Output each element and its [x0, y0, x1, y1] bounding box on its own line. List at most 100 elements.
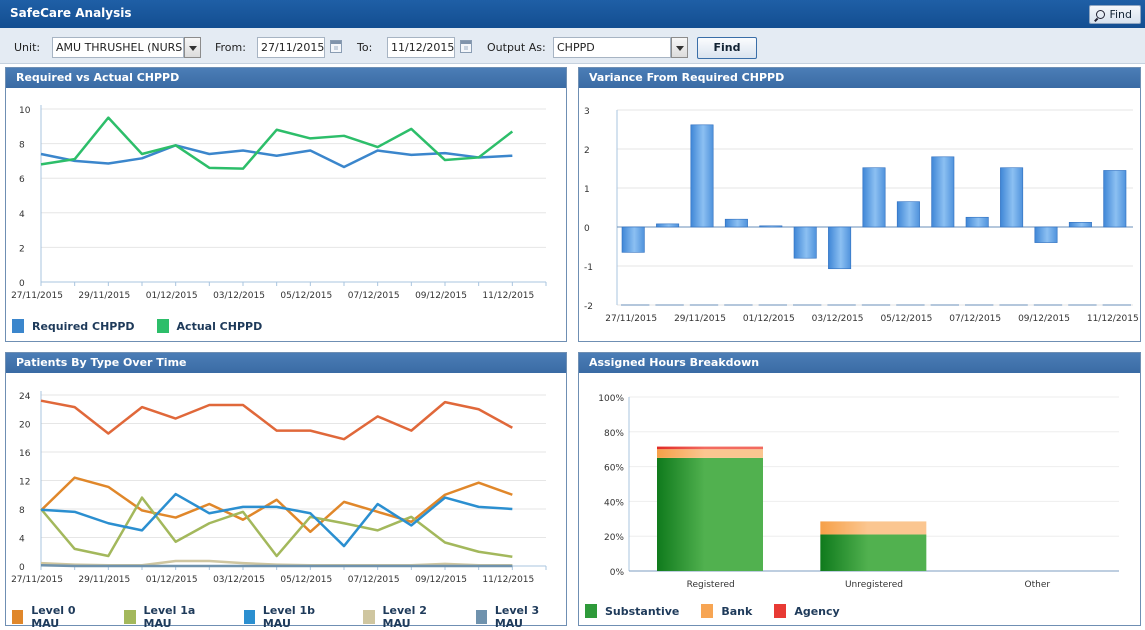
patients-by-type-chart: 0 4 8 12 16 20 24 27/11/2015 29/11/2015 01/12/201…	[11, 391, 547, 585]
variance-bar	[724, 218, 748, 228]
y-tick-label: 0%	[610, 568, 625, 578]
filter-toolbar: Unit: AMU THRUSHEL (NURSING From: 27/11/…	[0, 28, 1145, 64]
x-tick-label: Registered	[687, 580, 735, 590]
unit-dropdown-button[interactable]	[184, 37, 201, 58]
output-dropdown-button[interactable]	[671, 37, 688, 58]
variance-bar	[1068, 222, 1092, 228]
variance-bar	[759, 225, 783, 228]
panel-title: Patients By Type Over Time	[6, 353, 566, 373]
legend-item: Substantive	[585, 604, 679, 618]
variance-bar	[931, 156, 955, 228]
legend-label: Bank	[721, 604, 753, 618]
unit-label: Unit:	[14, 41, 41, 54]
legend-swatch	[243, 610, 255, 624]
y-tick-label: 4	[19, 210, 25, 220]
y-tick-label: 40%	[604, 498, 624, 508]
y-tick-label: 10	[19, 106, 31, 116]
find-top-label: Find	[1109, 8, 1132, 21]
legend: Substantive Bank Agency	[585, 604, 840, 618]
output-label: Output As:	[487, 41, 546, 54]
series-line	[40, 476, 513, 534]
variance-bar	[1034, 226, 1058, 243]
legend-item: Level 1a MAU	[124, 604, 221, 630]
y-tick-label: -2	[584, 302, 593, 312]
variance-bar	[690, 124, 714, 228]
y-tick-label: 8	[19, 506, 25, 516]
series-line	[40, 496, 513, 558]
variance-bar	[1000, 167, 1024, 228]
series-line	[40, 564, 513, 568]
y-tick-label: 0	[19, 279, 25, 289]
x-tick-label: 09/12/2015	[1018, 314, 1070, 324]
legend: Required CHPPD Actual CHPPD	[12, 319, 262, 333]
to-calendar-icon[interactable]	[460, 40, 472, 53]
y-tick-label: 3	[584, 107, 590, 117]
legend-item: Level 0 MAU	[12, 604, 102, 630]
find-top-button[interactable]: Find	[1089, 5, 1141, 24]
magnifier-icon	[1096, 10, 1106, 19]
variance-bar	[862, 167, 886, 228]
x-tick-label: 05/12/2015	[280, 575, 332, 585]
stacked-bar-segment	[657, 449, 763, 458]
find-button[interactable]: Find	[697, 37, 757, 59]
series-line	[40, 559, 513, 567]
variance-bar	[828, 226, 852, 270]
x-tick-label: 27/11/2015	[11, 291, 63, 301]
y-tick-label: 60%	[604, 464, 624, 474]
legend-swatch	[363, 610, 375, 624]
legend-swatch	[124, 610, 136, 624]
variance-bar	[896, 201, 920, 228]
x-tick-label: 07/12/2015	[949, 314, 1001, 324]
variance-chart: -2 -1 0 1 2 3 27/11/2015 29/11/2015 01/12/2015 03…	[584, 107, 1139, 324]
x-tick-label: 09/12/2015	[415, 291, 467, 301]
stacked-bar-segment	[657, 457, 763, 571]
legend-label: Level 3 MAU	[494, 604, 540, 630]
x-tick-label: 05/12/2015	[280, 291, 332, 301]
x-tick-label: 03/12/2015	[213, 291, 265, 301]
unit-select[interactable]: AMU THRUSHEL (NURSING	[52, 37, 184, 58]
legend-swatch	[475, 610, 487, 624]
x-tick-label: 07/12/2015	[348, 291, 400, 301]
legend-label: Level 0 MAU	[31, 604, 76, 630]
legend-swatch	[774, 604, 787, 618]
variance-bar	[621, 226, 645, 253]
stacked-bar-segment	[657, 446, 763, 450]
panel-assigned-hours: Assigned Hours Breakdown 0% 20% 40% 60% 80% 1…	[578, 352, 1141, 626]
legend-swatch	[156, 319, 169, 333]
y-tick-label: -1	[584, 263, 593, 273]
legend-item: Required CHPPD	[12, 319, 135, 333]
x-tick-label: 03/12/2015	[213, 575, 265, 585]
y-tick-label: 12	[19, 478, 30, 488]
legend-label: Actual CHPPD	[176, 319, 263, 333]
panel-variance: Variance From Required CHPPD -2 -1 0 1 2 3 27/…	[578, 67, 1141, 342]
panel-patients-by-type: Patients By Type Over Time 0 4 8 12 16 20 24 27…	[5, 352, 567, 630]
from-calendar-icon[interactable]	[330, 40, 342, 53]
legend-label: Substantive	[605, 604, 680, 618]
x-tick-label: 29/11/2015	[78, 575, 130, 585]
variance-bar	[656, 223, 680, 228]
legend-label: Required CHPPD	[32, 319, 135, 333]
x-tick-label: 11/12/2015	[482, 291, 534, 301]
legend-item: Level 2 MAU	[363, 604, 453, 630]
stacked-bar-segment	[820, 521, 927, 535]
x-tick-label: Unregistered	[845, 580, 903, 590]
series-line	[40, 116, 514, 170]
legend-item: Bank	[701, 604, 752, 618]
y-tick-label: 2	[19, 244, 25, 254]
x-tick-label: 01/12/2015	[146, 291, 198, 301]
x-tick-label: 27/11/2015	[605, 314, 657, 324]
required-vs-actual-chart: 0 2 4 6 8 10 27/11/2015 29/11/2015 01/12/2015 03/…	[11, 105, 547, 301]
to-date-input[interactable]: 11/12/2015	[387, 37, 455, 58]
legend-item: Level 1b MAU	[243, 604, 342, 630]
variance-bar	[1103, 170, 1127, 228]
y-tick-label: 0	[584, 224, 590, 234]
legend-item: Agency	[774, 604, 840, 618]
y-tick-label: 2	[584, 146, 590, 156]
legend-label: Level 2 MAU	[382, 604, 427, 630]
series-line	[40, 492, 513, 548]
y-tick-label: 4	[19, 535, 25, 545]
x-tick-label: 11/12/2015	[482, 575, 534, 585]
legend: Level 0 MAU Level 1a MAU Level 1b MAU Le…	[12, 604, 566, 630]
from-date-input[interactable]: 27/11/2015	[257, 37, 325, 58]
output-select[interactable]: CHPPD	[553, 37, 671, 58]
